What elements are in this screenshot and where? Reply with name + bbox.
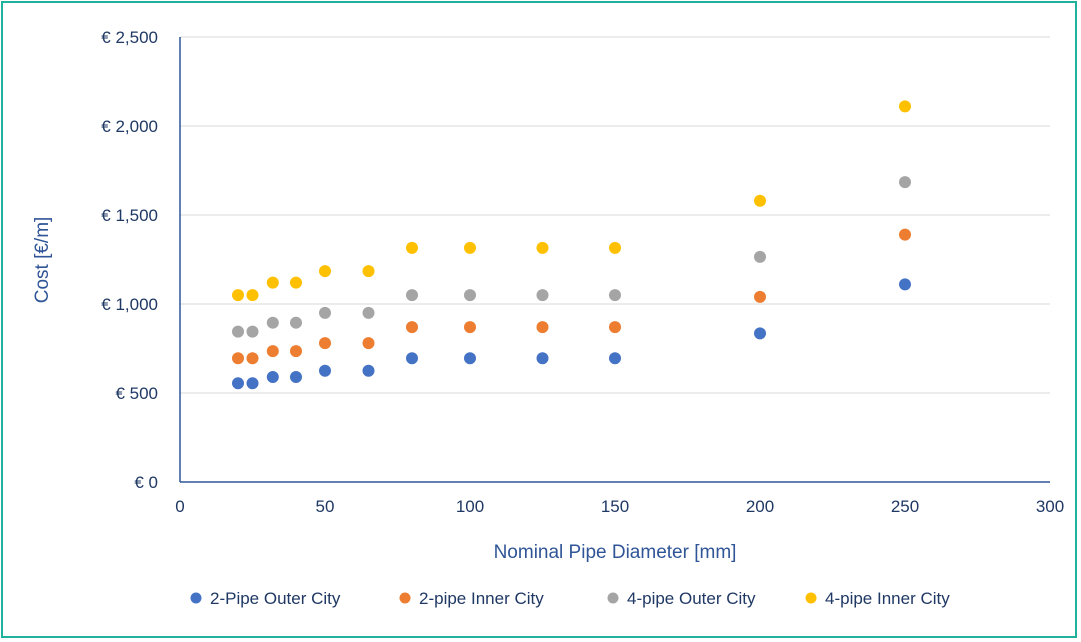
point-4-pipe-outer-city	[609, 289, 621, 302]
point-4-pipe-outer-city	[536, 289, 549, 302]
point-2-pipe-outer-city	[754, 327, 766, 340]
x-tick-label: 0	[175, 497, 184, 516]
legend: 2-Pipe Outer City 2-pipe Inner City 4-pipe…	[190, 589, 950, 608]
legend-marker	[805, 592, 817, 604]
point-4-pipe-inner-city	[290, 276, 302, 289]
x-axis-title: Nominal Pipe Diameter [mm]	[494, 542, 737, 563]
point-4-pipe-outer-city	[362, 306, 375, 319]
point-4-pipe-inner-city	[899, 100, 911, 113]
point-2-pipe-outer-city	[899, 278, 911, 291]
point-4-pipe-inner-city	[609, 241, 621, 254]
x-tick-label: 300	[1036, 497, 1064, 516]
legend-item: 2-pipe Inner City	[399, 589, 544, 608]
legend-marker	[399, 592, 411, 604]
legend-marker	[607, 592, 619, 604]
point-2-pipe-inner-city	[232, 352, 244, 365]
point-2-pipe-inner-city	[899, 228, 911, 241]
point-4-pipe-outer-city	[290, 316, 302, 329]
x-tick-label: 150	[601, 497, 629, 516]
y-axis-title: Cost [€/m]	[32, 217, 53, 304]
point-4-pipe-inner-city	[232, 289, 244, 302]
y-tick-label: € 2,500	[101, 28, 158, 47]
point-2-pipe-inner-city	[464, 321, 476, 334]
point-2-pipe-outer-city	[246, 377, 259, 390]
point-2-pipe-inner-city	[362, 337, 375, 350]
point-2-pipe-outer-city	[464, 352, 476, 365]
axes	[179, 37, 1050, 483]
x-tick-label: 200	[746, 497, 774, 516]
y-tick-label: € 1,500	[101, 206, 158, 225]
point-2-pipe-outer-city	[406, 352, 418, 365]
point-4-pipe-inner-city	[464, 241, 476, 254]
point-2-pipe-outer-city	[232, 377, 244, 390]
point-2-pipe-inner-city	[290, 345, 302, 358]
point-2-pipe-inner-city	[266, 345, 279, 358]
gridlines	[180, 36, 1050, 394]
point-4-pipe-inner-city	[754, 194, 766, 207]
point-2-pipe-inner-city	[536, 321, 549, 334]
legend-label: 2-Pipe Outer City	[210, 589, 341, 608]
legend-item: 4-pipe Outer City	[607, 589, 756, 608]
point-4-pipe-outer-city	[754, 250, 766, 263]
point-4-pipe-inner-city	[536, 241, 549, 254]
point-4-pipe-outer-city	[266, 316, 279, 329]
y-tick-label: € 1,000	[101, 295, 158, 314]
legend-marker	[190, 592, 202, 604]
point-4-pipe-outer-city	[464, 289, 476, 302]
point-2-pipe-outer-city	[536, 352, 549, 365]
data-points	[232, 100, 911, 390]
x-tick-label: 50	[316, 497, 335, 516]
point-4-pipe-outer-city	[319, 306, 331, 319]
legend-item: 2-Pipe Outer City	[190, 589, 341, 608]
point-4-pipe-outer-city	[246, 325, 259, 338]
legend-label: 4-pipe Outer City	[627, 589, 756, 608]
point-4-pipe-inner-city	[266, 276, 279, 289]
point-2-pipe-outer-city	[266, 370, 279, 383]
point-2-pipe-outer-city	[319, 364, 331, 377]
x-tick-label: 100	[456, 497, 484, 516]
point-4-pipe-outer-city	[406, 289, 418, 302]
y-tick-label: € 0	[134, 473, 158, 492]
x-tick-label: 250	[891, 497, 919, 516]
point-4-pipe-outer-city	[899, 176, 911, 189]
point-2-pipe-inner-city	[319, 337, 331, 350]
y-tick-label: € 2,000	[101, 117, 158, 136]
point-2-pipe-inner-city	[754, 290, 766, 303]
point-2-pipe-outer-city	[290, 370, 302, 383]
point-2-pipe-inner-city	[609, 321, 621, 334]
y-tick-label: € 500	[115, 384, 158, 403]
legend-item: 4-pipe Inner City	[805, 589, 950, 608]
point-2-pipe-inner-city	[246, 352, 259, 365]
legend-label: 4-pipe Inner City	[825, 589, 950, 608]
point-4-pipe-outer-city	[232, 325, 244, 338]
point-4-pipe-inner-city	[362, 265, 375, 278]
tick-labels: € 0 € 500 € 1,000 € 1,500 € 2,000 € 2,500 0 50 1…	[101, 28, 1064, 516]
point-4-pipe-inner-city	[406, 241, 418, 254]
point-2-pipe-outer-city	[362, 364, 375, 377]
point-4-pipe-inner-city	[319, 265, 331, 278]
legend-label: 2-pipe Inner City	[419, 589, 544, 608]
point-4-pipe-inner-city	[246, 289, 259, 302]
point-2-pipe-inner-city	[406, 321, 418, 334]
point-2-pipe-outer-city	[609, 352, 621, 365]
